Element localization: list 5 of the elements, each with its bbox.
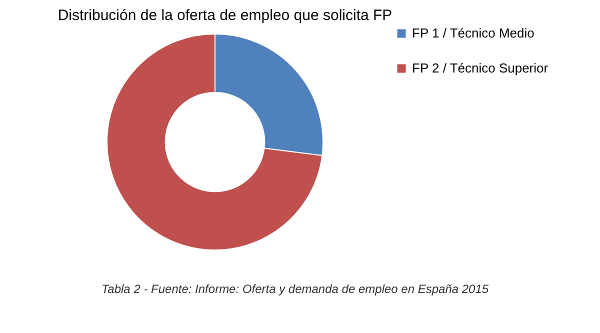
chart-title: Distribución de la oferta de empleo que solicita FP xyxy=(58,7,392,24)
text: Tabla 2 - Fuente: Informe: Oferta y demanda de empleo en España 2015 xyxy=(101,282,489,296)
donut-slice xyxy=(106,34,323,250)
legend-label: FP 2 / Técnico Superior xyxy=(412,60,549,76)
legend-label: FP 1 / Técnico Medio xyxy=(412,26,534,40)
